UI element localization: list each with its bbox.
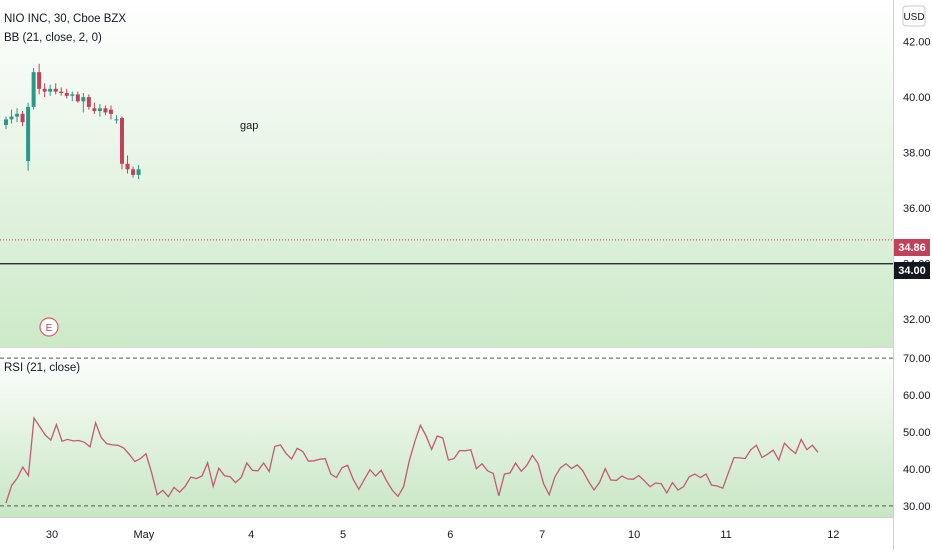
gap-annotation[interactable]: gap: [240, 120, 258, 132]
candle-body: [64, 92, 69, 96]
time-axis-tick: 7: [539, 529, 545, 541]
candle-body: [37, 72, 42, 89]
candle-body: [48, 88, 53, 92]
candle-body: [31, 72, 36, 107]
rsi-indicator: [0, 357, 893, 507]
rsi-axis-tick: 70.00: [903, 353, 931, 365]
rsi-axis-tick: 30.00: [903, 501, 931, 513]
candle-body: [42, 88, 47, 92]
horizontal-level-label[interactable]: 34.00: [894, 262, 930, 279]
candle-body: [20, 113, 25, 123]
time-axis-tick: 10: [628, 529, 640, 541]
usd-currency-label: USD: [903, 12, 924, 23]
candle-body: [4, 119, 8, 125]
candle-body: [120, 117, 124, 164]
rsi-axis-tick: 40.00: [903, 464, 931, 476]
candle-body: [9, 116, 14, 120]
candle-body: [15, 113, 20, 117]
candle-body: [103, 108, 108, 113]
earnings-marker-label: E: [46, 323, 53, 334]
candle-body: [97, 108, 102, 112]
time-axis-tick: 12: [827, 529, 839, 541]
symbol-title[interactable]: NIO INC, 30, Cboe BZX: [4, 13, 126, 25]
candle-body: [108, 109, 113, 114]
time-axis-tick: 6: [447, 529, 453, 541]
candle-body: [59, 91, 64, 93]
candle-body: [86, 97, 91, 107]
price-axis-tick: 42.00: [903, 37, 931, 49]
time-axis-tick: May: [133, 529, 154, 541]
rsi-pane-background: [0, 347, 893, 517]
price-axis-tick: 38.00: [903, 148, 931, 160]
candle-body: [81, 97, 86, 102]
time-axis-tick: 30: [46, 529, 58, 541]
candle-body: [26, 106, 31, 162]
earnings-marker-icon[interactable]: E: [39, 317, 59, 337]
rsi-axis: 30.00 40.00 50.00 60.00 70.00: [903, 353, 931, 513]
candle-body: [114, 119, 119, 121]
candle-body: [75, 94, 80, 102]
bb-indicator-legend[interactable]: BB (21, close, 2, 0): [4, 32, 102, 44]
rsi-line: [5, 416, 819, 504]
time-axis-tick: 11: [720, 529, 731, 541]
candlesticks: [0, 63, 893, 241]
candle-body: [92, 108, 97, 112]
time-axis-tick: 5: [340, 529, 346, 541]
time-axis[interactable]: 30 May 4 5 6 7 10 11 12: [46, 529, 840, 541]
rsi-axis-tick: 60.00: [903, 390, 931, 402]
price-pane-background: [0, 0, 893, 347]
current-price-label: 34.86: [894, 239, 930, 256]
time-axis-tick: 4: [248, 529, 254, 541]
price-axis-tick: 36.00: [903, 203, 931, 215]
candle-body: [125, 163, 130, 170]
candle-body: [136, 169, 141, 175]
rsi-indicator-legend[interactable]: RSI (21, close): [4, 362, 80, 374]
candle-body: [131, 169, 136, 175]
usd-currency-button[interactable]: USD: [902, 5, 926, 27]
svg-text:34.86: 34.86: [898, 242, 926, 254]
candle-body: [53, 88, 58, 92]
svg-text:34.00: 34.00: [898, 265, 926, 277]
candle-body: [70, 94, 75, 96]
price-axis-tick: 32.00: [903, 314, 931, 326]
rsi-axis-tick: 50.00: [903, 427, 931, 439]
price-axis-tick: 40.00: [903, 92, 931, 104]
